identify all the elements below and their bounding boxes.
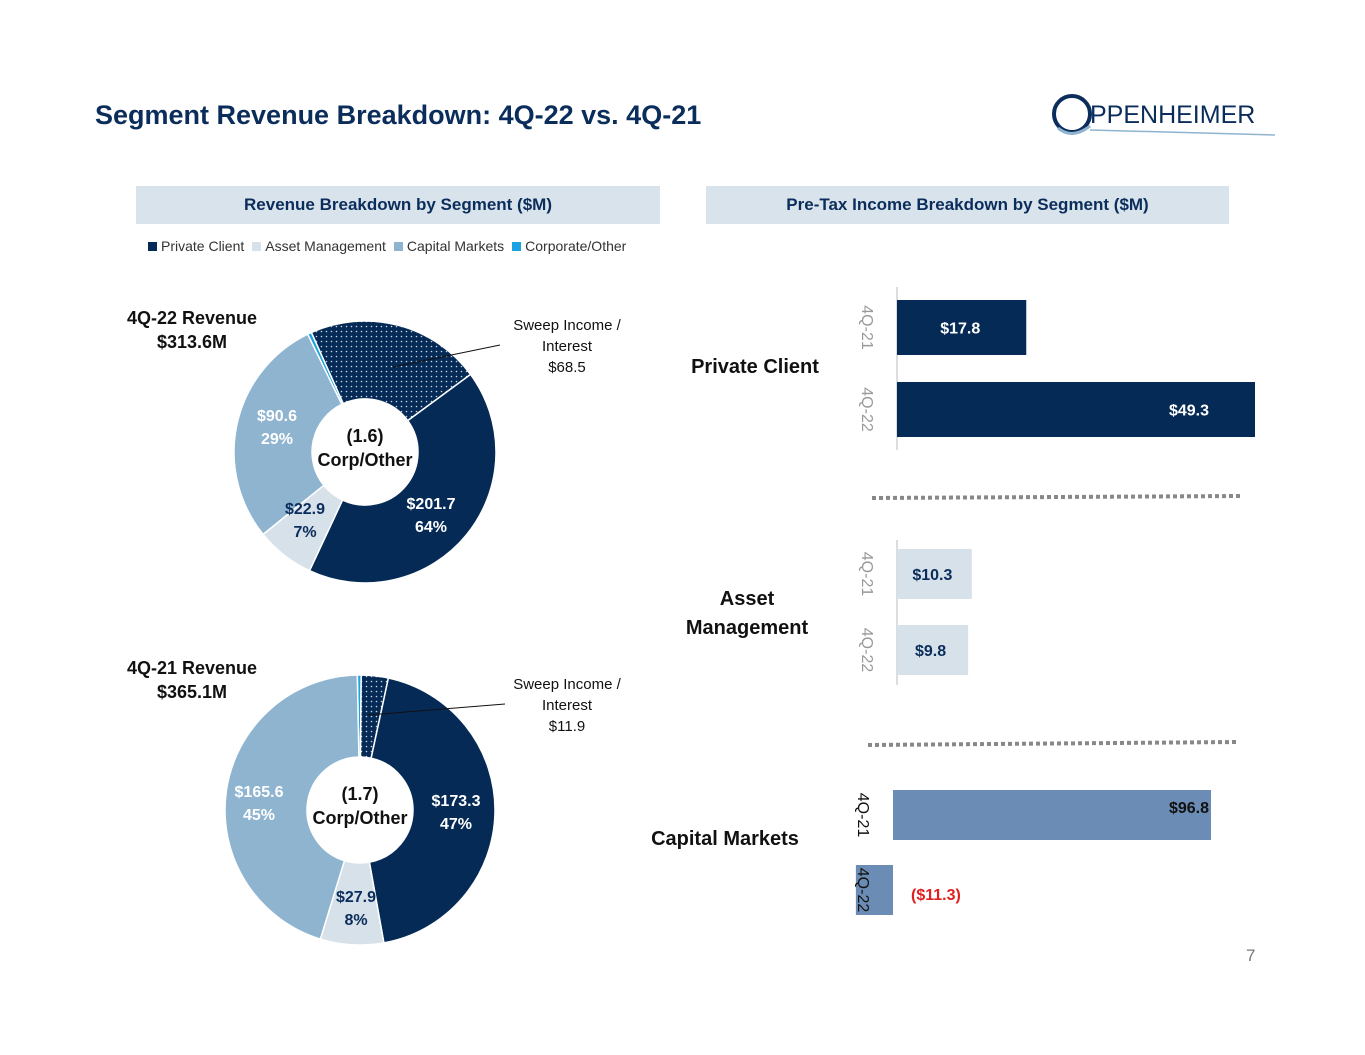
- bar-value-label: $49.3: [1169, 403, 1209, 420]
- segment-label-capital-markets: Capital Markets: [640, 825, 810, 854]
- bar-period-label: 4Q-21: [854, 793, 871, 838]
- bar-value-label: $10.3: [912, 567, 952, 584]
- donut-center-value: (1.6): [346, 426, 383, 446]
- segment-label-line: Asset: [719, 588, 775, 610]
- donut-slice-private-client: [368, 677, 496, 944]
- pretax-panel-header: Pre-Tax Income Breakdown by Segment ($M): [706, 186, 1229, 224]
- segment-label-asset-management: Asset Management: [672, 585, 822, 643]
- donut-title-text: 4Q-22 Revenue: [126, 308, 258, 328]
- slice-value-label: $201.7: [407, 496, 456, 513]
- bar-capital-markets-4q-22: [855, 865, 893, 915]
- bar-period-label: 4Q-21: [858, 305, 875, 350]
- legend-label: Private Client: [161, 238, 245, 254]
- segment-label-line: Capital Markets: [651, 828, 799, 850]
- callout-line: Interest: [541, 338, 593, 355]
- segment-label-line: Management: [685, 617, 809, 639]
- donut-center-value: (1.7): [341, 784, 378, 804]
- donut-slice-sweep-income: [310, 320, 472, 422]
- slice-pct-label: 47%: [440, 816, 472, 833]
- logo-swoosh-icon: [1057, 124, 1091, 135]
- callout-line: Sweep Income /: [513, 676, 621, 693]
- revenue-panel-header: Revenue Breakdown by Segment ($M): [136, 186, 660, 224]
- page-title: Segment Revenue Breakdown: 4Q-22 vs. 4Q-…: [95, 100, 702, 130]
- slice-value-label: $90.6: [257, 408, 297, 425]
- segment-separator: [867, 740, 1239, 747]
- donut-slice-private-client: [308, 373, 497, 584]
- slice-pct-label: 45%: [243, 807, 275, 824]
- callout-line: $11.9: [548, 718, 586, 735]
- bar-value-label: ($11.3): [911, 887, 961, 904]
- bar-private-client-4q-21: [897, 300, 1027, 355]
- legend-item-private-client: Private Client: [148, 238, 244, 254]
- pretax-bar-chart: $17.8 4Q-21 $49.3 4Q-22 $10.3 4Q-21 $9.8 4Q-22 $…: [854, 287, 1255, 915]
- bar-period-label: 4Q-22: [858, 628, 875, 673]
- chart-legend: Private Client Asset Management Capital …: [148, 238, 626, 254]
- legend-item-corporate-other: Corporate/Other: [512, 238, 626, 254]
- sweep-callout-4q21: Sweep Income / Interest $11.9: [497, 674, 637, 737]
- bar-period-label: 4Q-22: [858, 387, 875, 432]
- slice-value-label: $22.9: [285, 501, 325, 518]
- bar-asset-management-4q-22: [897, 625, 969, 675]
- callout-line: Sweep Income /: [513, 317, 621, 334]
- callout-leader-line: [367, 703, 506, 716]
- callout-leader-line: [392, 344, 501, 368]
- donut-total: $313.6M: [156, 332, 228, 352]
- logo-underline: [1089, 129, 1276, 136]
- slice-value-label: $165.6: [235, 784, 284, 801]
- donut-title-text: 4Q-21 Revenue: [126, 658, 258, 678]
- bar-period-label: 4Q-22: [854, 868, 871, 913]
- legend-label: Corporate/Other: [525, 238, 627, 254]
- donut-slice-capital-markets: [233, 333, 343, 536]
- callout-line: Interest: [541, 697, 593, 714]
- legend-label: Asset Management: [265, 238, 386, 254]
- donut-center-label: Corp/Other: [312, 808, 407, 828]
- legend-item-capital-markets: Capital Markets: [393, 238, 505, 254]
- bar-capital-markets-4q-21: [893, 790, 1211, 840]
- bar-value-label: $96.8: [1169, 800, 1209, 817]
- slice-pct-label: 64%: [415, 519, 447, 536]
- legend-label: Capital Markets: [406, 238, 505, 254]
- bar-period-label: 4Q-21: [858, 552, 875, 597]
- legend-swatch-private-client: [148, 241, 157, 251]
- donut-title-4q22: 4Q-22 Revenue $313.6M: [112, 306, 272, 354]
- donut-center-label: Corp/Other: [317, 450, 412, 470]
- oppenheimer-logo: PPENHEIMER: [1052, 94, 1276, 136]
- bar-asset-management-4q-21: [897, 549, 972, 599]
- legend-item-asset-management: Asset Management: [252, 238, 386, 254]
- bar-value-label: $9.8: [915, 643, 946, 660]
- segment-label-line: Private Client: [691, 356, 819, 378]
- page-number: 7: [1246, 946, 1256, 965]
- bar-value-label: $17.8: [940, 321, 980, 338]
- legend-swatch-asset-management: [252, 241, 262, 251]
- donut-chart-4q21: $173.3 47% $27.9 8% $165.6 45% (1.7) Corp/Other: [224, 674, 506, 946]
- logo-text: PPENHEIMER: [1090, 101, 1255, 129]
- segment-label-private-client: Private Client: [680, 353, 830, 382]
- donut-title-4q21: 4Q-21 Revenue $365.1M: [112, 656, 272, 704]
- sweep-callout-4q22: Sweep Income / Interest $68.5: [497, 315, 637, 378]
- slice-pct-label: 29%: [261, 431, 293, 448]
- donut-slice-capital-markets: [224, 674, 360, 940]
- slice-value-label: $173.3: [432, 793, 481, 810]
- slice-value-label: $27.9: [336, 889, 376, 906]
- legend-swatch-corporate-other: [512, 241, 522, 251]
- slice-pct-label: 7%: [293, 524, 316, 541]
- legend-swatch-capital-markets: [393, 241, 403, 251]
- segment-separator: [871, 494, 1241, 500]
- donut-chart-4q22: $201.7 64% $22.9 7% $90.6 29% (1.6) Corp/Other: [233, 320, 501, 584]
- bar-private-client-4q-22: [897, 382, 1255, 437]
- callout-line: $68.5: [548, 359, 586, 376]
- slice-pct-label: 8%: [344, 912, 367, 929]
- donut-total: $365.1M: [156, 682, 228, 702]
